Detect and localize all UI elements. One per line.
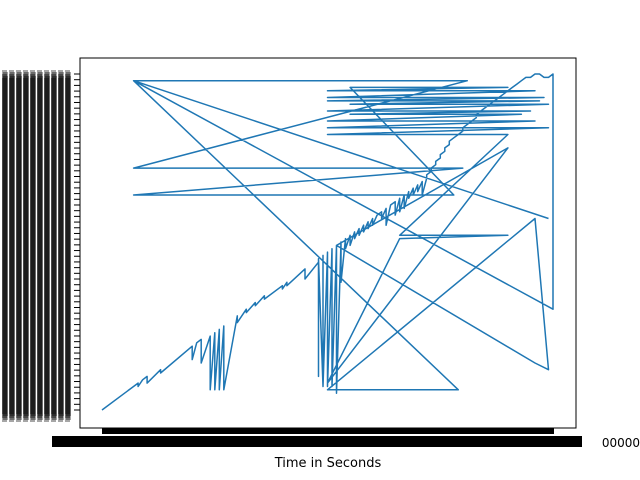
y-tick-label-stroke [37,74,42,418]
y-tick-label-stroke [59,76,64,420]
y-tick-label-stroke [38,76,43,420]
y-tick-label-stroke [52,72,57,416]
y-tick-label-stroke [3,72,8,416]
y-tick-label-stroke [30,70,35,414]
y-tick-label-stroke [58,70,63,414]
y-tick-label-stroke [65,78,70,422]
y-tick-label-stroke [66,72,71,416]
y-tick-label-stroke [9,74,14,418]
x-axis-label: Time in Seconds [274,456,382,471]
y-tick-label-stroke [16,78,21,422]
y-tick-label-stroke [44,74,49,418]
y-tick-label-stroke [9,70,14,414]
x-tick-label-band [52,436,582,447]
y-tick-label-stroke [23,70,28,414]
y-tick-label-stroke [2,74,7,418]
y-tick-label-stroke [10,76,15,420]
y-tick-label-stroke [2,78,7,422]
series-line [101,73,554,411]
y-tick-label-stroke [38,72,43,416]
y-tick-label-stroke [65,70,70,414]
y-tick-label-stroke [17,76,22,420]
y-tick-label-stroke [9,78,14,422]
y-tick-label-stroke [58,78,63,422]
y-tick-label-stroke [44,70,49,414]
y-tick-label-stroke [16,70,21,414]
y-tick-label-stroke [44,78,49,422]
plot-area [79,57,577,429]
y-tick-label-stroke [37,70,42,414]
y-tick-label-stroke [30,74,35,418]
y-tick-label-stroke [31,72,36,416]
y-tick-label-stroke [31,76,36,420]
x-tick-label-clutter [52,428,582,447]
y-tick-label-stroke [23,78,28,422]
y-tick-label-stroke [37,78,42,422]
y-tick-label-stroke [58,74,63,418]
y-tick-label-stroke [23,74,28,418]
y-tick-label-stroke [17,72,22,416]
y-tick-label-stroke [65,74,70,418]
y-tick-label-stroke [51,74,56,418]
y-tick-label-stroke [24,72,29,416]
y-tick-label-stroke [51,70,56,414]
y-tick-label-stroke [66,76,71,420]
y-tick-label-stroke [45,72,50,416]
y-tick-label-stroke [30,78,35,422]
y-tick-label-stroke [45,76,50,420]
y-tick-label-stroke [2,70,7,414]
y-tick-label-stroke [24,76,29,420]
y-tick-label-stroke [16,74,21,418]
x-tick-label-partial: 00000 [602,436,640,450]
x-tick-mark-band [102,428,554,434]
y-tick-label-stroke [52,76,57,420]
y-tick-label-stroke [51,78,56,422]
y-tick-label-stroke [10,72,15,416]
y-tick-label-clutter [2,70,80,422]
y-tick-label-stroke [59,72,64,416]
y-tick-label-stroke [3,76,8,420]
